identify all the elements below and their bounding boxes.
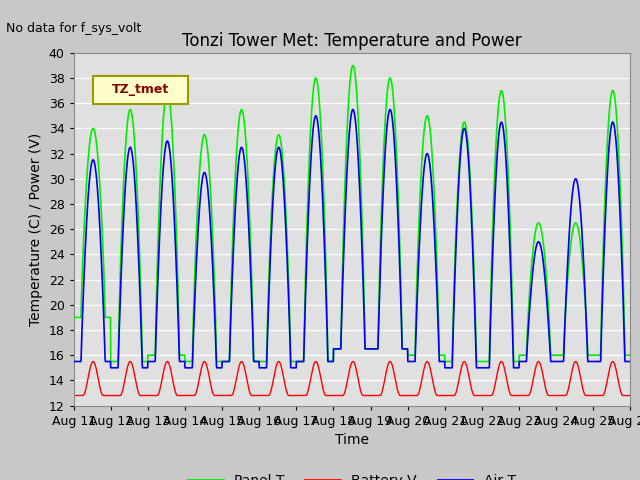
Legend: Panel T, Battery V, Air T: Panel T, Battery V, Air T [183, 469, 521, 480]
FancyBboxPatch shape [93, 76, 188, 104]
Text: No data for f_sys_volt: No data for f_sys_volt [6, 22, 142, 35]
Text: TZ_tmet: TZ_tmet [112, 84, 169, 96]
Title: Tonzi Tower Met: Temperature and Power: Tonzi Tower Met: Temperature and Power [182, 32, 522, 50]
X-axis label: Time: Time [335, 433, 369, 447]
Y-axis label: Temperature (C) / Power (V): Temperature (C) / Power (V) [29, 132, 43, 326]
